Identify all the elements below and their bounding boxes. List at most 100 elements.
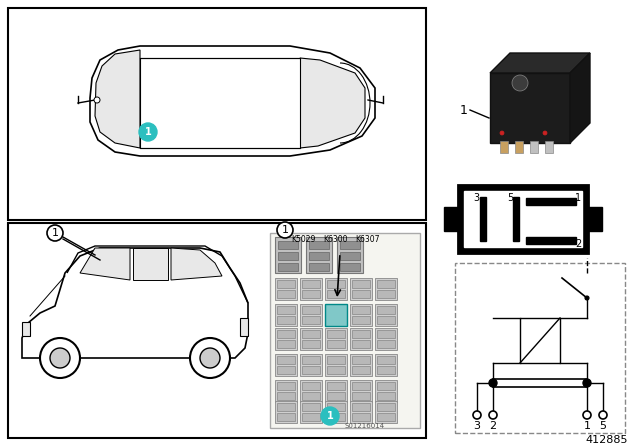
Bar xyxy=(375,354,397,376)
Bar xyxy=(350,380,372,402)
Bar xyxy=(275,278,297,300)
Bar xyxy=(377,356,395,364)
Text: 1: 1 xyxy=(584,421,591,431)
Bar xyxy=(352,306,370,314)
Bar xyxy=(327,413,345,421)
Bar xyxy=(300,401,322,423)
Bar xyxy=(350,328,372,350)
Bar xyxy=(309,241,329,249)
Circle shape xyxy=(583,379,591,387)
Bar xyxy=(458,185,588,253)
Bar xyxy=(302,290,320,298)
Bar xyxy=(352,392,370,400)
Bar xyxy=(327,330,345,338)
Bar xyxy=(22,322,30,336)
Bar xyxy=(277,413,295,421)
Bar xyxy=(300,304,322,326)
Circle shape xyxy=(190,338,230,378)
Polygon shape xyxy=(570,53,590,143)
Bar xyxy=(377,290,395,298)
Bar xyxy=(352,413,370,421)
Bar xyxy=(327,290,345,298)
Bar xyxy=(277,290,295,298)
Bar xyxy=(375,278,397,300)
Bar xyxy=(275,237,301,273)
Bar xyxy=(490,73,570,143)
Bar xyxy=(277,356,295,364)
Bar xyxy=(327,280,345,288)
Bar xyxy=(520,318,560,363)
Bar xyxy=(240,318,248,336)
Bar xyxy=(352,356,370,364)
Text: 2: 2 xyxy=(490,421,497,431)
Circle shape xyxy=(583,411,591,419)
Text: 1: 1 xyxy=(145,127,152,137)
Bar xyxy=(277,366,295,374)
Polygon shape xyxy=(90,46,375,156)
Bar xyxy=(300,354,322,376)
Bar xyxy=(302,366,320,374)
Bar xyxy=(327,340,345,348)
Circle shape xyxy=(512,75,528,91)
Bar xyxy=(350,401,372,423)
Bar xyxy=(500,141,508,153)
Bar xyxy=(377,392,395,400)
Text: K6300: K6300 xyxy=(324,234,348,244)
Polygon shape xyxy=(171,248,222,280)
Bar xyxy=(270,233,420,428)
Bar xyxy=(327,392,345,400)
Bar xyxy=(275,401,297,423)
Bar xyxy=(526,237,576,244)
Polygon shape xyxy=(133,248,168,280)
Bar xyxy=(545,141,553,153)
Circle shape xyxy=(321,407,339,425)
Bar xyxy=(275,354,297,376)
Bar xyxy=(464,191,582,247)
Polygon shape xyxy=(300,58,365,148)
Bar xyxy=(352,290,370,298)
Bar xyxy=(302,382,320,390)
Bar xyxy=(352,316,370,324)
Text: 412885: 412885 xyxy=(586,435,628,445)
Bar xyxy=(515,141,523,153)
Circle shape xyxy=(50,348,70,368)
Text: 1: 1 xyxy=(282,225,289,235)
Bar xyxy=(375,401,397,423)
Bar xyxy=(302,330,320,338)
Bar xyxy=(309,263,329,271)
Bar xyxy=(302,280,320,288)
Text: S01216014: S01216014 xyxy=(345,423,385,429)
Bar xyxy=(352,340,370,348)
Bar xyxy=(278,252,298,260)
Circle shape xyxy=(94,97,100,103)
Bar xyxy=(325,354,347,376)
Bar xyxy=(325,380,347,402)
Bar xyxy=(325,304,347,326)
Bar xyxy=(277,403,295,411)
Circle shape xyxy=(139,123,157,141)
Polygon shape xyxy=(140,58,300,148)
Bar xyxy=(377,366,395,374)
Text: K5029: K5029 xyxy=(291,234,315,244)
Bar xyxy=(337,237,363,273)
Bar xyxy=(8,8,426,220)
Bar xyxy=(350,278,372,300)
Text: 3: 3 xyxy=(474,421,481,431)
Bar xyxy=(302,413,320,421)
Bar xyxy=(327,306,345,314)
Bar xyxy=(327,316,345,324)
Bar xyxy=(327,356,345,364)
Circle shape xyxy=(489,411,497,419)
Bar xyxy=(277,316,295,324)
Bar xyxy=(302,340,320,348)
Text: 2: 2 xyxy=(575,239,581,249)
Bar xyxy=(300,328,322,350)
Bar xyxy=(377,403,395,411)
Circle shape xyxy=(40,338,80,378)
Bar xyxy=(325,328,347,350)
Bar xyxy=(300,380,322,402)
Bar xyxy=(302,356,320,364)
Bar xyxy=(377,330,395,338)
Circle shape xyxy=(200,348,220,368)
Text: 5: 5 xyxy=(600,421,607,431)
